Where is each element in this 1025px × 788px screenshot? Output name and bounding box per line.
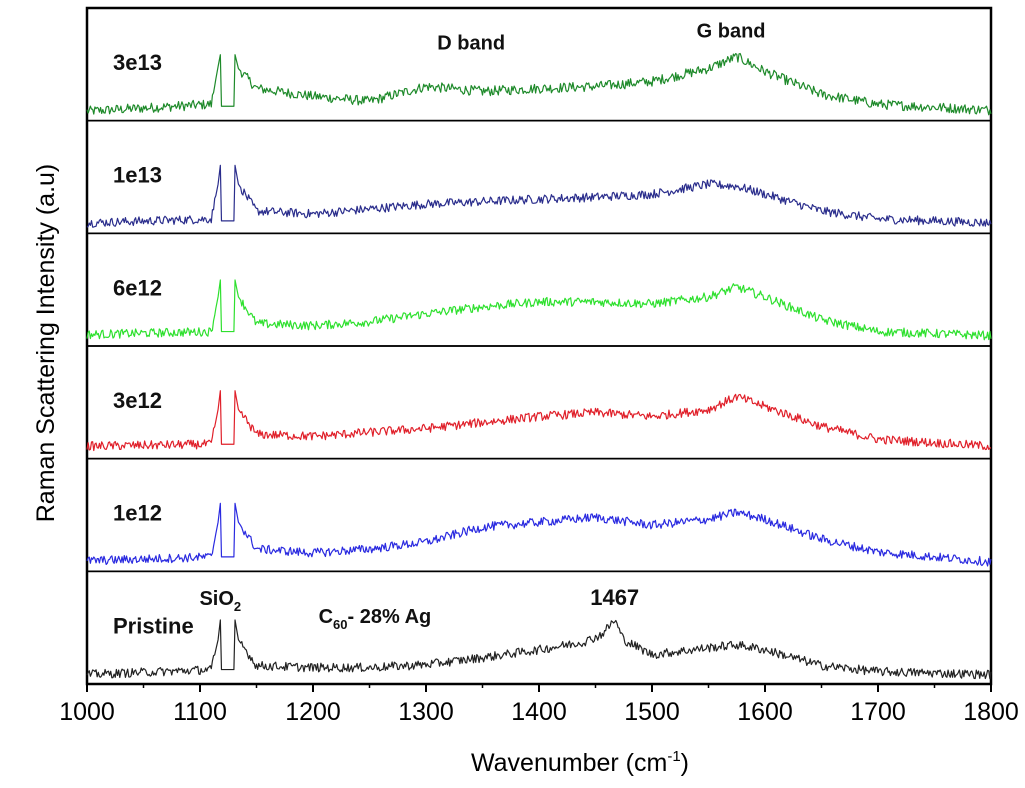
y-axis-title: Raman Scattering Intensity (a.u) — [32, 164, 60, 523]
panel-label-1e13: 1e13 — [113, 163, 162, 188]
x-axis: 1000 1100 1200 1300 1400 1500 1600 1700 1800 — [59, 684, 1019, 726]
x-tick-label-1200: 1200 — [285, 698, 341, 726]
x-tick-label-1300: 1300 — [398, 698, 454, 726]
series-line-1e13 — [86, 164, 992, 228]
series-line-3e12 — [86, 390, 992, 452]
series-1e12: 1e12 — [86, 501, 992, 567]
series-6e12: 6e12 — [86, 275, 992, 341]
series-1e13: 1e13 — [86, 163, 992, 228]
series-layer: 3e13 1e13 6e12 3e12 1e12 Pristine — [86, 50, 992, 680]
panel-label-3e12: 3e12 — [113, 388, 162, 413]
series-3e13: 3e13 — [86, 50, 992, 116]
panel-label-6e12: 6e12 — [113, 275, 162, 300]
panel-label-3e13: 3e13 — [113, 50, 162, 75]
panel-label-1e12: 1e12 — [113, 501, 162, 526]
annotation-c60-ag: C60- 28% Ag — [319, 606, 432, 632]
series-line-6e12 — [86, 279, 992, 341]
x-tick-label-1500: 1500 — [624, 698, 680, 726]
annotation-d-band: D band — [437, 33, 505, 55]
x-tick-label-1600: 1600 — [737, 698, 793, 726]
series-3e12: 3e12 — [86, 388, 992, 452]
x-tick-label-1700: 1700 — [850, 698, 906, 726]
panel-5 — [86, 457, 992, 573]
x-tick-label-1000: 1000 — [59, 698, 115, 726]
series-pristine: Pristine — [86, 613, 992, 680]
annotations: D band G band SiO2 C60- 28% Ag 1467 — [199, 20, 765, 632]
annotation-g-band: G band — [697, 20, 766, 42]
series-line-pristine — [86, 619, 992, 680]
annotation-sio2: SiO2 — [199, 588, 241, 614]
x-tick-label-1400: 1400 — [511, 698, 567, 726]
x-tick-label-1800: 1800 — [963, 698, 1019, 726]
x-axis-title: Wavenumber (cm-1) — [471, 748, 689, 777]
panel-label-pristine: Pristine — [113, 613, 194, 638]
annotation-peak-1467: 1467 — [590, 585, 639, 610]
panel-4 — [86, 345, 992, 460]
series-line-3e13 — [86, 52, 992, 116]
x-tick-label-1100: 1100 — [173, 698, 227, 726]
panels — [85, 6, 993, 686]
series-line-1e12 — [86, 502, 992, 567]
